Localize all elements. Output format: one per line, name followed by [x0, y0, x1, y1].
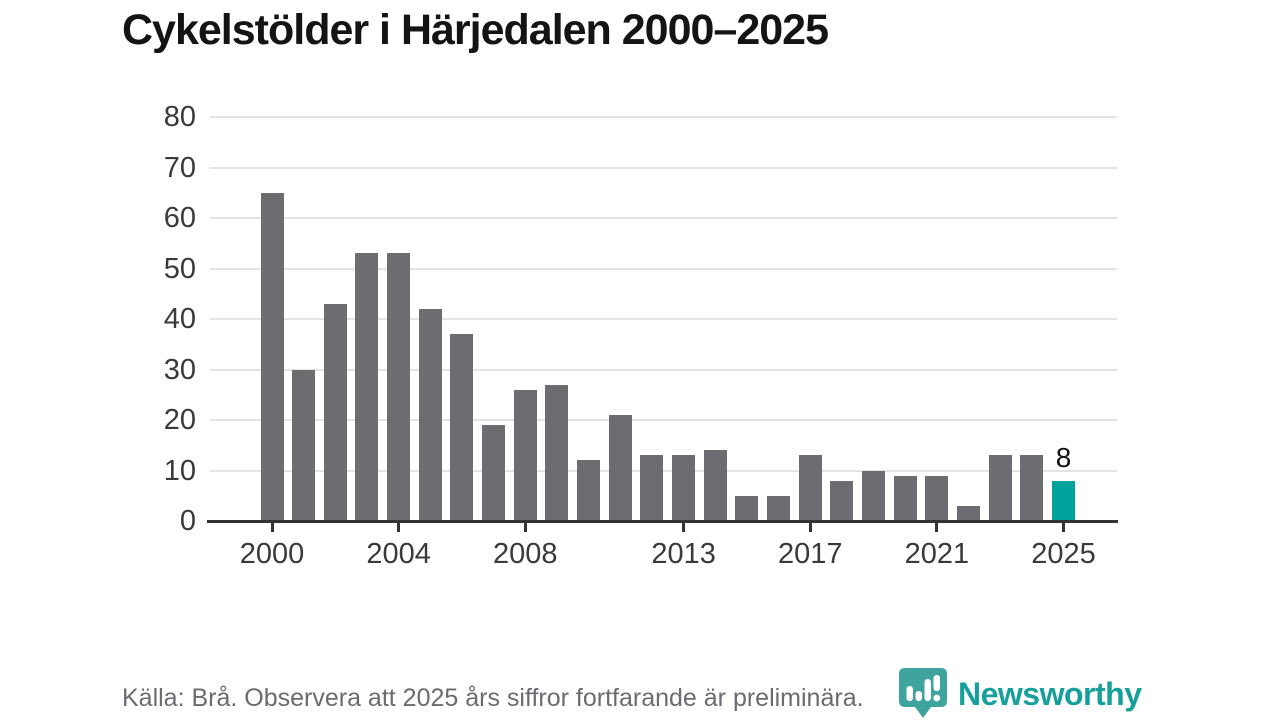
gridline-60	[210, 217, 1117, 219]
x-axis-label-2008: 2008	[493, 538, 558, 570]
y-axis-label-10: 10	[163, 454, 196, 487]
x-axis-label-2004: 2004	[366, 538, 431, 570]
bar-2007	[482, 425, 506, 521]
y-axis-label-60: 60	[163, 202, 196, 234]
x-axis-tick-2025	[1062, 523, 1065, 532]
gridline-20	[210, 419, 1117, 421]
bar-2018	[830, 480, 854, 521]
bar-2017	[798, 455, 822, 521]
bar-2004	[387, 253, 411, 521]
x-axis-line	[207, 520, 1118, 523]
y-axis-label-50: 50	[163, 252, 196, 285]
bar-2023	[988, 455, 1012, 521]
gridline-80	[210, 116, 1117, 118]
pin-shape	[899, 668, 947, 718]
y-axis-label-40: 40	[163, 303, 196, 335]
bar-2016	[767, 495, 791, 521]
x-axis-label-2000: 2000	[239, 538, 305, 570]
bar-2008	[513, 389, 537, 521]
y-axis-label-30: 30	[163, 353, 196, 386]
x-axis-tick-2008	[523, 523, 527, 532]
x-axis-tick-2004	[397, 523, 401, 532]
bar-2009	[545, 384, 569, 521]
gridline-40	[210, 318, 1117, 320]
x-axis-tick-2021	[935, 523, 939, 532]
x-axis-label-2017: 2017	[777, 538, 843, 570]
bar-2006	[450, 334, 474, 521]
bar-2015	[735, 495, 759, 521]
bar-2021	[925, 475, 949, 521]
bar-2011	[608, 414, 632, 521]
bar-2022	[957, 505, 981, 521]
newsworthy-wordmark: Newsworthy	[958, 676, 1142, 712]
bar-2002	[323, 303, 347, 521]
gridline-70	[210, 166, 1117, 169]
bar-value-label-2025: 8	[1055, 441, 1072, 473]
x-axis-label-2025: 2025	[1031, 538, 1096, 570]
bar-2019	[862, 470, 886, 521]
y-axis-label-20: 20	[163, 404, 196, 436]
source-note: Källa: Brå. Observera att 2025 års siffr…	[122, 684, 864, 712]
bar-2001	[292, 369, 316, 521]
x-axis-tick-2000	[270, 523, 274, 532]
bar-2013	[672, 455, 696, 521]
bar-2014	[703, 450, 727, 521]
x-axis-tick-2013	[682, 523, 686, 532]
y-axis-label-80: 80	[163, 101, 196, 133]
bar-2020	[893, 475, 917, 521]
bar-2024	[1020, 455, 1044, 521]
bar-2000	[260, 192, 284, 521]
y-axis-label-0: 0	[179, 505, 196, 537]
chart-title: Cykelstölder i Härjedalen 2000–2025	[122, 6, 829, 54]
y-axis-label-70: 70	[163, 151, 196, 184]
gridline-30	[210, 368, 1117, 371]
newsworthy-pin-icon	[899, 668, 947, 718]
bar-2005	[418, 308, 442, 521]
bar-2012	[640, 455, 664, 521]
bar-2003	[355, 253, 379, 521]
gridline-10	[210, 469, 1117, 472]
x-axis-tick-2017	[808, 523, 812, 532]
gridline-50	[210, 267, 1117, 270]
bar-2010	[577, 460, 601, 521]
x-axis-label-2021: 2021	[904, 538, 970, 570]
x-axis-label-2013: 2013	[651, 538, 716, 570]
bar-2025	[1052, 480, 1075, 521]
